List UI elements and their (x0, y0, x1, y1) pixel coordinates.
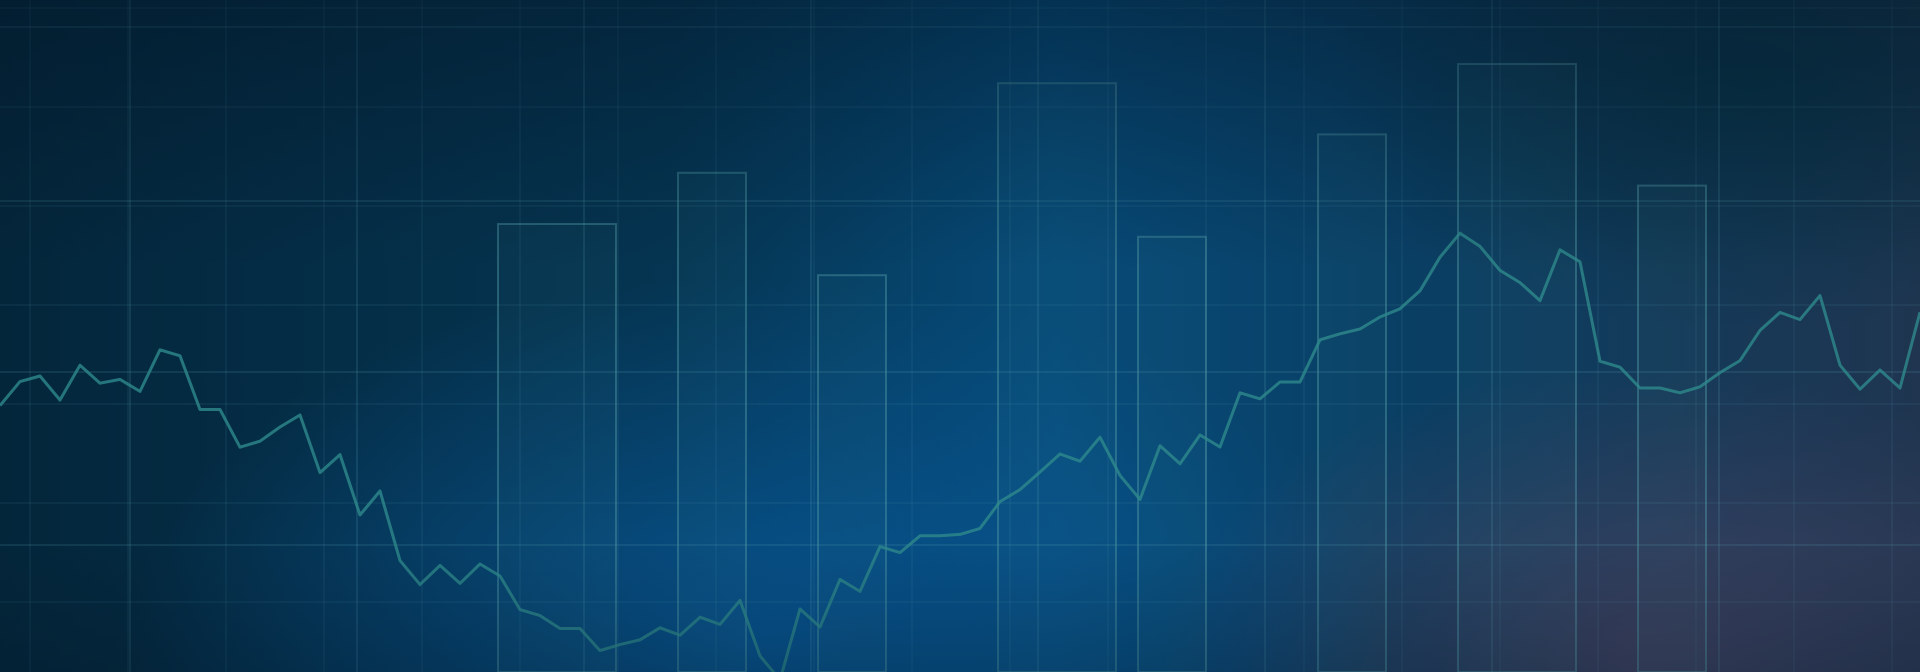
bar-outline (1457, 63, 1577, 672)
bar-outlines (497, 63, 1707, 672)
bar-outline (677, 171, 747, 672)
price-line-path (0, 231, 1920, 672)
bar-outline (1137, 235, 1207, 672)
price-line (0, 231, 1920, 672)
bar-outline (497, 223, 617, 672)
bar-outline (1317, 133, 1387, 672)
bar-outline (997, 82, 1117, 672)
bar-outline (1637, 184, 1707, 672)
bar-outline (817, 274, 887, 672)
